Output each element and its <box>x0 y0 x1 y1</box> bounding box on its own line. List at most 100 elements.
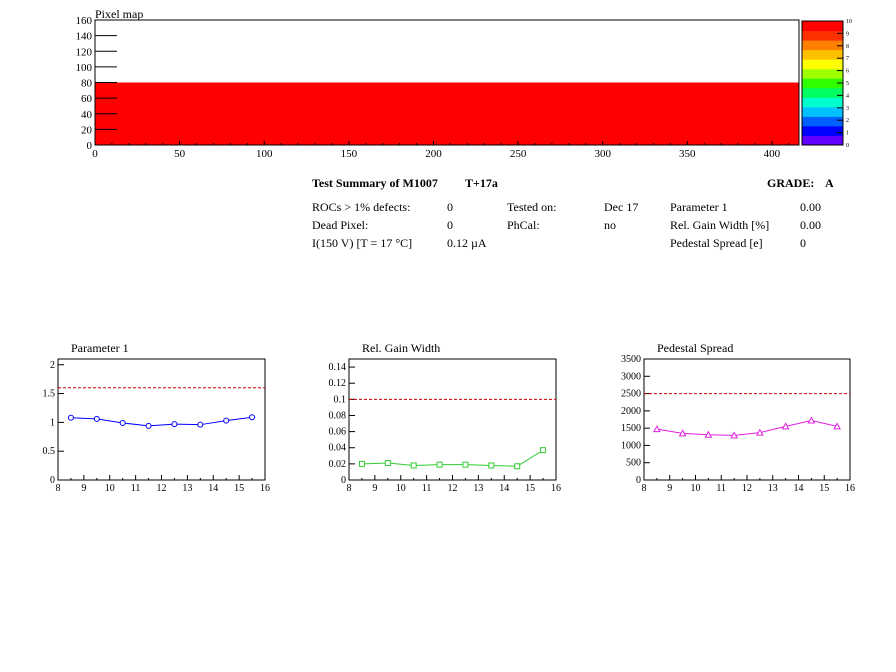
pixel-map-ytick-label: 60 <box>81 93 93 105</box>
pedestal-spread-xtick-label: 12 <box>742 483 752 494</box>
parameter1-series-line <box>70 416 253 427</box>
pixel-map-xtick-label: 350 <box>679 148 696 160</box>
tested-on-value: Dec 17 <box>604 200 639 214</box>
parameter1-point <box>197 421 204 428</box>
phcal-value: no <box>604 218 616 232</box>
pedestal-spread-xtick-label: 10 <box>691 483 701 494</box>
colorbar-tick-label: 1 <box>846 131 849 137</box>
pixel-map-ytick-label: 140 <box>76 31 93 43</box>
rel-gain-width-xtick-label: 12 <box>448 483 458 494</box>
rel-gain-width-xtick-label: 16 <box>551 483 561 494</box>
parameter1-xtick-label: 14 <box>208 483 218 494</box>
rel-gain-width-title: Rel. Gain Width <box>362 341 440 355</box>
dead-pixel-label: Dead Pixel: <box>312 218 369 232</box>
rel-gain-width-point <box>540 447 547 454</box>
parameter1-point <box>119 419 126 426</box>
grade-label: GRADE: <box>767 176 815 190</box>
pixel-map-xtick-label: 200 <box>425 148 442 160</box>
pedestal-spread-title: Pedestal Spread <box>657 341 733 355</box>
colorbar-segment <box>802 87 843 98</box>
rel-gain-width-xtick-label: 11 <box>422 483 432 494</box>
ps-label: Pedestal Spread [e] <box>670 236 763 250</box>
parameter1-point <box>223 417 230 424</box>
colorbar-segment <box>802 68 843 79</box>
pedestal-spread-ytick-label: 1000 <box>621 440 641 451</box>
rel-gain-width-point <box>358 460 365 467</box>
colorbar-segment <box>802 21 843 32</box>
pixel-map-ytick-label: 20 <box>81 124 93 136</box>
pedestal-spread-ytick-label: 1500 <box>621 423 641 434</box>
rel-gain-width-series-line <box>361 449 544 467</box>
pixel-map-ytick-label: 100 <box>76 62 93 74</box>
rocs-label: ROCs > 1% defects: <box>312 200 411 214</box>
parameter1-xtick-label: 11 <box>131 483 141 494</box>
rel-gain-width-point <box>436 461 443 468</box>
parameter1-xtick-label: 15 <box>234 483 244 494</box>
parameter1-ytick-label: 0.5 <box>43 446 56 457</box>
pixel-map-ytick-label: 120 <box>76 46 93 58</box>
rel-gain-width-xtick-label: 9 <box>372 483 377 494</box>
pixel-map-ytick-label: 40 <box>81 109 93 121</box>
colorbar-segment <box>802 135 843 146</box>
parameter1-ytick-label: 2 <box>50 360 55 371</box>
rel-gain-width-ytick-label: 0.02 <box>329 459 347 470</box>
pedestal-spread-xtick-label: 13 <box>768 483 778 494</box>
rel-gain-width-xtick-label: 13 <box>473 483 483 494</box>
parameter1-point <box>93 415 100 422</box>
colorbar-segment <box>802 30 843 41</box>
pedestal-spread-ytick-label: 3500 <box>621 354 641 365</box>
rel-gain-width-point <box>410 462 417 469</box>
parameter1-point <box>171 421 178 428</box>
grade-value: A <box>825 176 834 190</box>
pixel-map-fill <box>95 82 799 145</box>
parameter1-ytick-label: 0 <box>50 475 55 486</box>
phcal-label: PhCal: <box>507 218 540 232</box>
pedestal-spread-point <box>678 429 687 437</box>
rgw-value: 0.00 <box>800 218 821 232</box>
tested-on-label: Tested on: <box>507 200 557 214</box>
rel-gain-width-ytick-label: 0.1 <box>334 394 347 405</box>
parameter1-ytick-label: 1.5 <box>43 389 56 400</box>
pedestal-spread-ytick-label: 2500 <box>621 389 641 400</box>
parameter1-point <box>67 414 74 421</box>
colorbar-tick-label: 3 <box>846 106 849 112</box>
colorbar-tick-label: 7 <box>846 56 849 62</box>
pedestal-spread-point <box>807 416 816 424</box>
colorbar-segment <box>802 106 843 117</box>
dead-pixel-value: 0 <box>447 218 453 232</box>
pedestal-spread-point <box>756 428 764 436</box>
rel-gain-width-ytick-label: 0.06 <box>329 427 347 438</box>
colorbar-tick-label: 2 <box>846 118 849 124</box>
rel-gain-width-point <box>488 462 495 469</box>
pedestal-spread-point <box>653 425 661 433</box>
colorbar-tick-label: 9 <box>846 31 849 37</box>
colorbar-tick-label: 8 <box>846 44 849 50</box>
pedestal-spread-xtick-label: 16 <box>845 483 855 494</box>
colorbar-segment <box>802 59 843 70</box>
pedestal-spread-point <box>833 422 841 430</box>
ps-value: 0 <box>800 236 806 250</box>
pedestal-spread-series-line <box>656 420 838 436</box>
pixel-map-xtick-label: 50 <box>174 148 186 160</box>
pixel-map-xtick-label: 100 <box>256 148 273 160</box>
summary-test: T+17a <box>465 176 498 190</box>
parameter1-xtick-label: 8 <box>56 483 61 494</box>
rel-gain-width-xtick-label: 10 <box>396 483 406 494</box>
pedestal-spread-point <box>730 431 738 439</box>
parameter1-xtick-label: 16 <box>260 483 270 494</box>
parameter1-xtick-label: 13 <box>182 483 192 494</box>
pixel-map-xtick-label: 0 <box>92 148 98 160</box>
parameter1-xtick-label: 12 <box>157 483 167 494</box>
rel-gain-width-ytick-label: 0.08 <box>329 410 347 421</box>
pedestal-spread-xtick-label: 9 <box>667 483 672 494</box>
rel-gain-width-xtick-label: 8 <box>347 483 352 494</box>
rel-gain-width-ytick-label: 0.14 <box>329 362 347 373</box>
pixel-map-title: Pixel map <box>95 7 143 21</box>
pedestal-spread-frame <box>643 358 851 481</box>
param1-label: Parameter 1 <box>670 200 728 214</box>
parameter1-xtick-label: 10 <box>105 483 115 494</box>
pedestal-spread-ytick-label: 3000 <box>621 371 641 382</box>
pixel-map-xtick-label: 300 <box>594 148 611 160</box>
colorbar-tick-label: 5 <box>846 81 849 87</box>
